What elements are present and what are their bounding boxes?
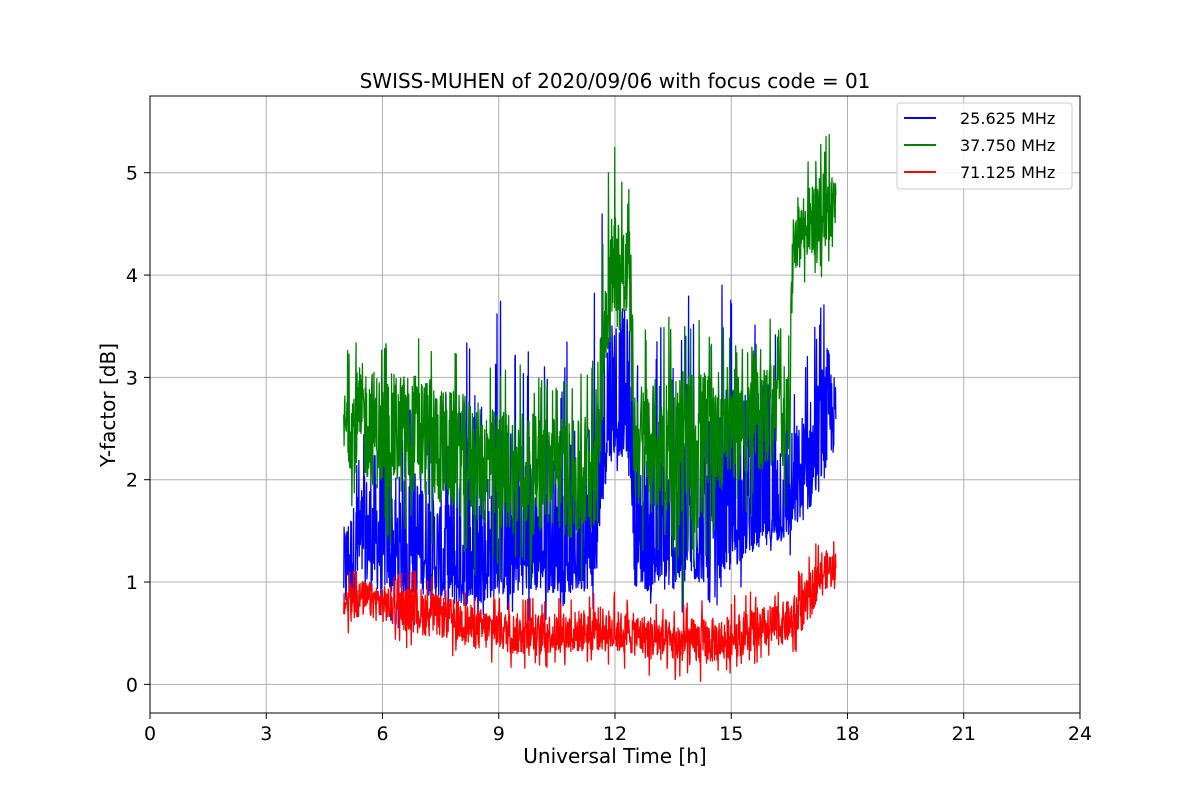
x-tick-label: 18 — [835, 723, 859, 745]
legend: 25.625 MHz 37.750 MHz 71.125 MHz — [896, 102, 1073, 190]
legend-label-25-625: 25.625 MHz — [960, 109, 1055, 128]
y-tick-label: 2 — [126, 470, 138, 492]
series-layer — [343, 133, 837, 683]
y-tick-label: 1 — [126, 572, 138, 594]
series-line-37-750- — [343, 133, 837, 609]
x-tick-label: 9 — [493, 723, 505, 745]
x-tick-label: 24 — [1068, 723, 1092, 745]
chart-title: SWISS-MUHEN of 2020/09/06 with focus cod… — [360, 69, 871, 93]
x-axis-label: Universal Time [h] — [523, 744, 706, 768]
y-tick-label: 0 — [126, 674, 138, 696]
legend-box — [896, 102, 1073, 190]
series-line-25-625- — [343, 213, 837, 629]
y-axis-label: Y-factor [dB] — [96, 343, 120, 468]
x-tick-label: 6 — [376, 723, 388, 745]
x-tick-label: 0 — [144, 723, 156, 745]
legend-label-71-125: 71.125 MHz — [960, 163, 1055, 182]
x-tick-label: 3 — [260, 723, 272, 745]
x-tick-label: 15 — [719, 723, 743, 745]
x-tick-label: 12 — [603, 723, 627, 745]
legend-label-37-750: 37.750 MHz — [960, 136, 1055, 155]
x-tick-label: 21 — [952, 723, 976, 745]
y-tick-label: 5 — [126, 163, 138, 185]
y-tick-label: 4 — [126, 265, 138, 287]
y-tick-label: 3 — [126, 367, 138, 389]
series-line-71-125- — [343, 540, 837, 683]
